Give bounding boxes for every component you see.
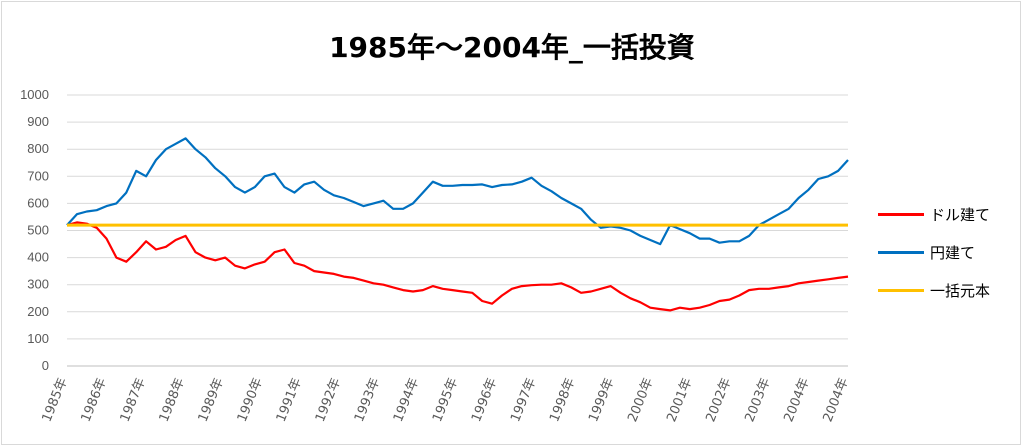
x-tick-label-1: 1986年 — [79, 376, 110, 424]
legend-label-dollar: ドル建て — [930, 205, 991, 224]
x-tick-label-4: 1989年 — [196, 376, 227, 424]
x-tick-label-0: 1985年 — [40, 376, 71, 424]
x-tick-label-6: 1991年 — [274, 376, 305, 424]
x-tick-label-5: 1990年 — [235, 376, 266, 424]
x-tick-label-9: 1994年 — [391, 376, 422, 424]
series-line-1 — [66, 137, 849, 246]
x-tick-label-14: 1999年 — [586, 376, 617, 424]
y-tick-label-900: 900 — [27, 114, 49, 129]
legend-item-yen: 円建て — [878, 238, 1018, 266]
legend-item-dollar: ドル建て — [878, 200, 1018, 228]
y-tick-label-700: 700 — [27, 168, 49, 183]
x-tick-label-8: 1993年 — [352, 376, 383, 424]
y-tick-label-500: 500 — [27, 223, 49, 238]
x-tick-label-20: 2004年 — [821, 376, 852, 424]
legend-label-principal: 一括元本 — [930, 281, 991, 300]
x-tick-label-13: 1998年 — [547, 376, 578, 424]
y-tick-label-400: 400 — [27, 250, 49, 265]
x-tick-label-17: 2002年 — [703, 376, 734, 424]
legend-label-yen: 円建て — [930, 243, 976, 262]
y-tick-label-300: 300 — [27, 277, 49, 292]
y-tick-label-1000: 1000 — [20, 87, 49, 102]
x-tick-label-16: 2001年 — [664, 376, 695, 424]
x-tick-label-7: 1992年 — [313, 376, 344, 424]
y-tick-label-0: 0 — [42, 358, 49, 373]
y-tick-label-800: 800 — [27, 141, 49, 156]
chart-title: 1985年～2004年_一括投資 — [329, 31, 695, 64]
legend-swatch-dollar — [878, 212, 924, 216]
x-tick-label-18: 2003年 — [742, 376, 773, 424]
legend-swatch-principal — [878, 288, 924, 292]
x-tick-label-10: 1995年 — [430, 376, 461, 424]
y-tick-label-200: 200 — [27, 304, 49, 319]
x-tick-label-12: 1997年 — [508, 376, 539, 424]
legend-swatch-yen — [878, 250, 924, 254]
x-tick-label-11: 1996年 — [469, 376, 500, 424]
x-tick-label-15: 2000年 — [625, 376, 656, 424]
x-tick-label-3: 1988年 — [157, 376, 188, 424]
y-tick-label-600: 600 — [27, 195, 49, 210]
legend-item-principal: 一括元本 — [878, 276, 1018, 304]
chart-legend: ドル建て 円建て 一括元本 — [878, 200, 1018, 314]
x-tick-label-19: 2004年 — [781, 376, 812, 424]
x-tick-label-2: 1987年 — [118, 376, 149, 424]
series-line-0 — [66, 221, 849, 312]
y-tick-label-100: 100 — [27, 331, 49, 346]
